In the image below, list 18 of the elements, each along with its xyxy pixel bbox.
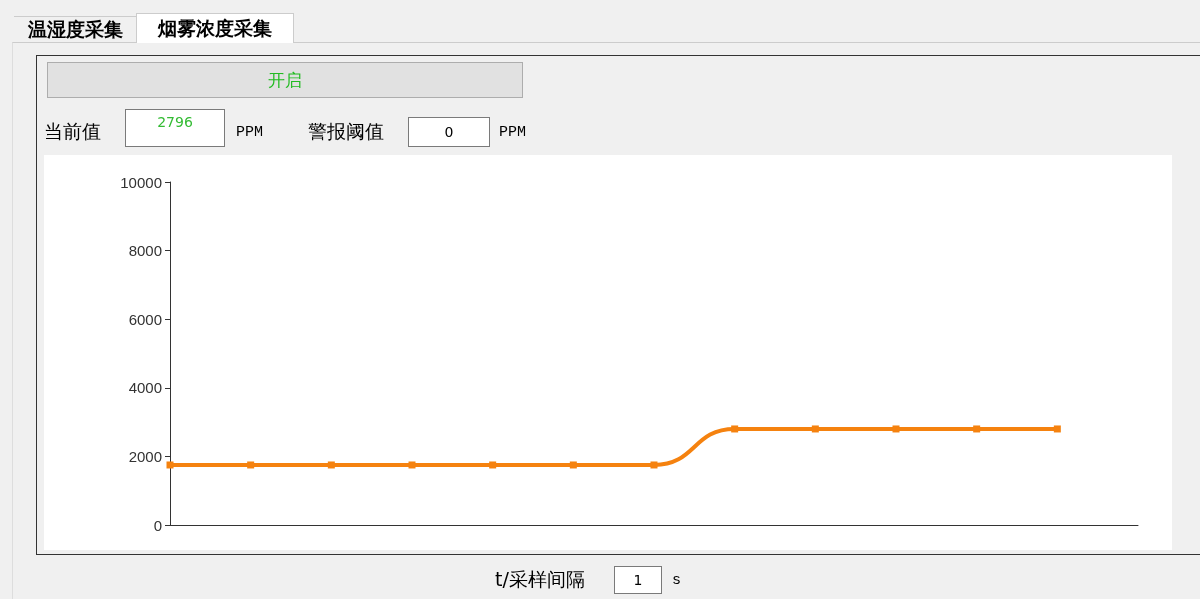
y-tick-label: 0 [153,516,162,534]
text: PPM [236,122,264,143]
text: 0 [408,117,490,147]
y-tick-label: 10000 [120,173,162,191]
text: PPM [499,122,527,143]
y-tick-label: 4000 [128,379,162,397]
text: 温湿度采集 [14,16,136,42]
text: 2796 [125,109,225,147]
text: 开启 [47,62,523,98]
y-tick-label: 2000 [128,447,162,465]
text: 烟雾浓度采集 [136,13,294,43]
text: t/采样间隔 [495,567,586,592]
y-tick-label: 8000 [128,242,162,260]
text: s [672,570,682,591]
text: 警报阈值 [308,119,385,144]
y-tick-label: 6000 [128,310,162,328]
text: 1 [614,566,662,594]
text: 当前值 [44,119,102,144]
